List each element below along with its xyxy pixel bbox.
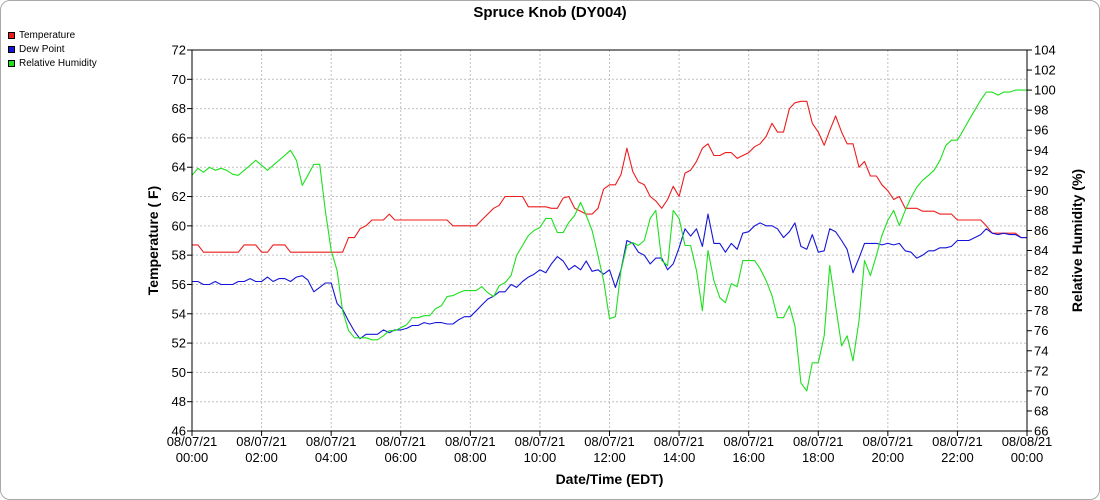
y2-tick-label: 66 [1034, 424, 1048, 439]
y2-tick-label: 94 [1034, 143, 1048, 158]
legend-item-relative-humidity: Relative Humidity [8, 56, 97, 70]
y-tick-label: 48 [172, 394, 186, 409]
y2-tick-label: 78 [1034, 303, 1048, 318]
y2-tick-label: 84 [1034, 243, 1048, 258]
x-tick-label-time: 00:00 [1011, 450, 1044, 465]
x-axis-label: Date/Time (EDT) [556, 471, 664, 487]
x-tick-label-time: 16:00 [732, 450, 765, 465]
x-tick-label-date: 08/07/21 [654, 434, 705, 449]
y2-tick-label: 86 [1034, 223, 1048, 238]
chart-title: Spruce Knob (DY004) [473, 4, 627, 21]
x-tick-label-date: 08/07/21 [375, 434, 426, 449]
legend: Temperature Dew Point Relative Humidity [8, 28, 97, 70]
x-tick-label-date: 08/07/21 [236, 434, 287, 449]
y2-tick-label: 68 [1034, 403, 1048, 418]
x-tick-label-date: 08/08/21 [1002, 434, 1053, 449]
y-tick-label: 50 [172, 365, 186, 380]
y2-axis-label: Relative Humidity (%) [1069, 169, 1085, 312]
y2-tick-label: 104 [1034, 43, 1056, 58]
y2-tick-label: 80 [1034, 283, 1048, 298]
y-tick-label: 56 [172, 277, 186, 292]
tick-layer: 46 48 50 52 54 56 58 60 62 64 66 68 70 72 66 68 70 72 74 76… [167, 43, 1056, 466]
grid-layer [191, 49, 1028, 432]
y2-tick-label: 102 [1034, 63, 1056, 78]
x-tick-label-time: 12:00 [593, 450, 626, 465]
y2-tick-label: 96 [1034, 123, 1048, 138]
dew-point-line [192, 213, 1027, 340]
y2-tick-label: 100 [1034, 83, 1056, 98]
y2-tick-label: 98 [1034, 103, 1048, 118]
series-layer [191, 89, 1027, 392]
y-tick-label: 58 [172, 248, 186, 263]
y2-tick-label: 92 [1034, 163, 1048, 178]
y-tick-label: 64 [172, 160, 186, 175]
legend-swatch-temperature [8, 31, 15, 39]
x-tick-label-date: 08/07/21 [584, 434, 635, 449]
legend-label-dew-point: Dew Point [19, 43, 65, 55]
x-tick-label-date: 08/07/21 [863, 434, 914, 449]
x-tick-label-time: 18:00 [802, 450, 835, 465]
y2-tick-label: 90 [1034, 183, 1048, 198]
x-tick-label-time: 00:00 [176, 450, 209, 465]
x-tick-label-time: 22:00 [941, 450, 974, 465]
x-tick-label-time: 02:00 [245, 450, 278, 465]
y2-tick-label: 74 [1034, 343, 1048, 358]
legend-label-temperature: Temperature [19, 29, 76, 41]
y-axis-label: Temperature ( F) [145, 186, 161, 295]
x-tick-label-time: 04:00 [315, 450, 348, 465]
y2-tick-label: 82 [1034, 263, 1048, 278]
legend-swatch-relative-humidity [8, 59, 15, 67]
y2-tick-label: 88 [1034, 203, 1048, 218]
legend-swatch-dew-point [8, 45, 15, 53]
y-tick-label: 66 [172, 130, 186, 145]
y-tick-label: 70 [172, 72, 186, 87]
x-tick-label-time: 10:00 [524, 450, 557, 465]
x-tick-label-date: 08/07/21 [445, 434, 496, 449]
x-tick-label-date: 08/07/21 [932, 434, 983, 449]
y-tick-label: 60 [172, 218, 186, 233]
x-tick-label-date: 08/07/21 [793, 434, 844, 449]
y-tick-label: 46 [172, 424, 186, 439]
temperature-line [192, 100, 1027, 253]
y-tick-label: 68 [172, 101, 186, 116]
legend-item-temperature: Temperature [8, 28, 97, 42]
y-tick-label: 72 [172, 43, 186, 58]
x-tick-label-date: 08/07/21 [167, 434, 218, 449]
x-tick-label-date: 08/07/21 [515, 434, 566, 449]
y2-tick-label: 76 [1034, 323, 1048, 338]
y-tick-label: 62 [172, 189, 186, 204]
x-tick-label-date: 08/07/21 [306, 434, 357, 449]
x-tick-label-date: 08/07/21 [723, 434, 774, 449]
y-tick-label: 54 [172, 306, 186, 321]
y2-tick-label: 70 [1034, 383, 1048, 398]
x-tick-label-time: 14:00 [663, 450, 696, 465]
y2-tick-label: 72 [1034, 363, 1048, 378]
x-tick-label-time: 06:00 [384, 450, 417, 465]
y-tick-label: 52 [172, 336, 186, 351]
legend-label-relative-humidity: Relative Humidity [19, 57, 97, 69]
legend-item-dew-point: Dew Point [8, 42, 97, 56]
x-tick-label-time: 08:00 [454, 450, 487, 465]
x-tick-label-time: 20:00 [872, 450, 905, 465]
relative-humidity-line [191, 89, 1027, 392]
